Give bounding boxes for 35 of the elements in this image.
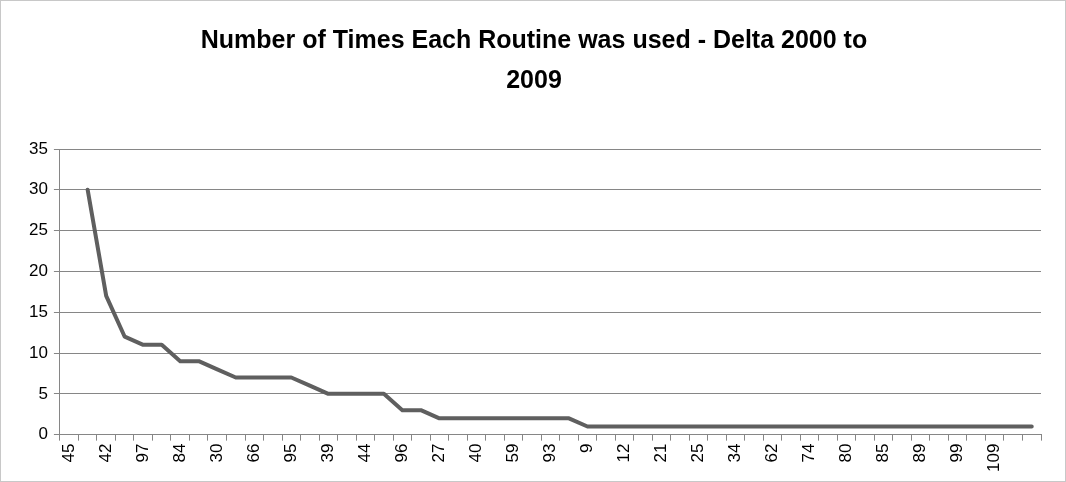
x-tick-label: 84 <box>169 443 189 463</box>
x-tick-label: 85 <box>873 443 893 463</box>
x-tick-label: 109 <box>984 443 1004 473</box>
y-tick-label: 0 <box>38 424 48 444</box>
x-tick-label: 66 <box>243 443 263 463</box>
x-tick-label: 44 <box>355 443 375 463</box>
y-tick-label: 35 <box>28 138 48 158</box>
y-tick-label: 25 <box>28 220 48 240</box>
x-tick-label: 99 <box>947 443 967 463</box>
x-tick-label: 59 <box>503 443 523 463</box>
y-tick-label: 5 <box>38 383 48 403</box>
x-tick-label: 96 <box>392 443 412 463</box>
chart-title: Number of Times Each Routine was used - Delta 2000 to 2009 <box>199 24 869 95</box>
x-tick-label: 93 <box>540 443 560 463</box>
y-tick-label: 20 <box>28 261 48 281</box>
x-tick-label: 21 <box>651 443 671 463</box>
x-tick-label: 42 <box>95 443 115 463</box>
x-tick-label: 80 <box>836 443 856 463</box>
x-tick-label: 62 <box>762 443 782 463</box>
x-tick-label: 30 <box>206 443 226 463</box>
x-tick-label: 45 <box>58 443 78 463</box>
y-tick-label: 30 <box>28 179 48 199</box>
x-tick-label: 25 <box>688 443 708 463</box>
x-tick-label: 74 <box>799 443 819 463</box>
x-tick-label: 27 <box>429 443 449 463</box>
x-tick-label: 97 <box>132 443 152 463</box>
x-tick-label: 34 <box>725 443 745 463</box>
x-tick-label: 12 <box>614 443 634 463</box>
x-tick-label: 95 <box>280 443 300 463</box>
y-tick-label: 10 <box>28 342 48 362</box>
y-tick-label: 15 <box>28 301 48 321</box>
x-tick-label: 39 <box>318 443 338 463</box>
x-tick-label: 9 <box>577 443 597 454</box>
x-tick-label: 40 <box>466 443 486 463</box>
x-tick-label: 89 <box>910 443 930 463</box>
